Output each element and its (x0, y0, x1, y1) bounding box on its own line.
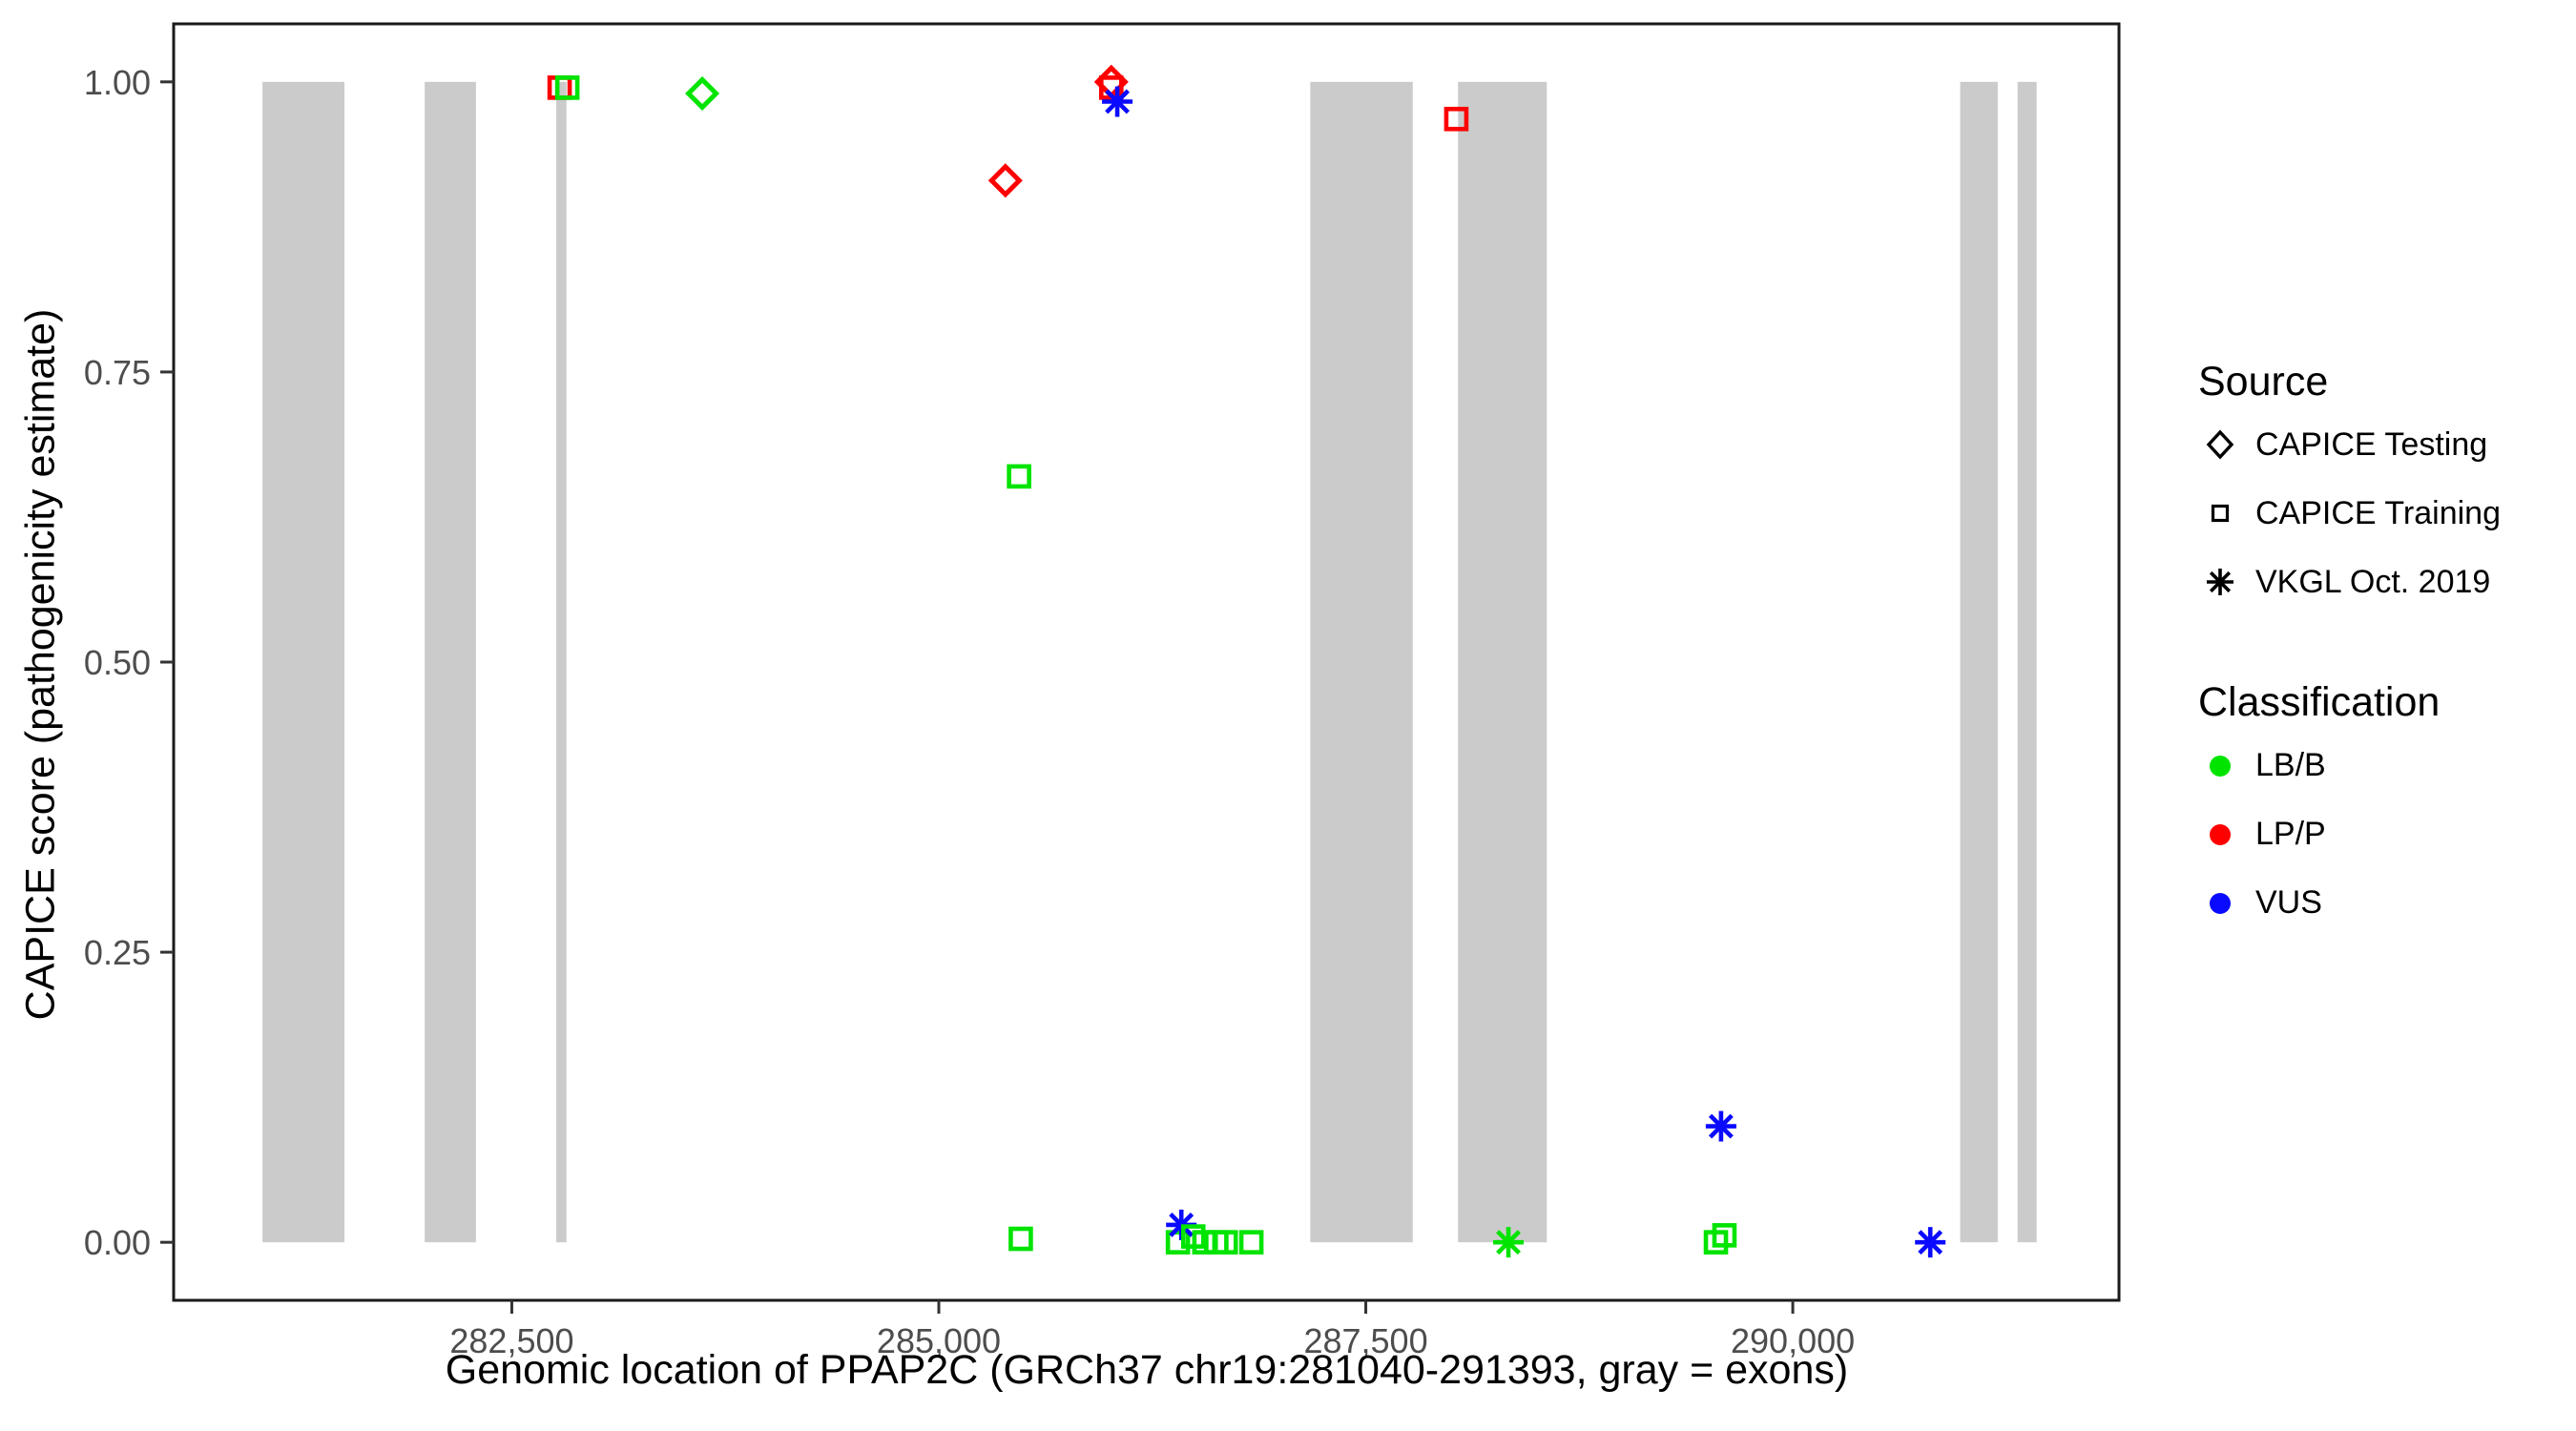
data-point-square (1712, 1223, 1737, 1248)
y-tick-label: 0.50 (84, 643, 151, 682)
y-axis-title: CAPICE score (pathogenicity estimate) (17, 308, 64, 1021)
blue-dot-icon (2198, 881, 2242, 925)
legend-item-label: LP/P (2255, 816, 2326, 853)
x-tick-label: 287,500 (1303, 1321, 1427, 1360)
legend-classification-title: Classification (2198, 679, 2441, 726)
data-point-asterisk (1102, 86, 1133, 117)
data-point-diamond (685, 75, 720, 112)
legend-item-capice-training: CAPICE Training (2198, 479, 2576, 548)
diamond-icon (2198, 423, 2242, 467)
data-point-square (1238, 1230, 1264, 1255)
legend-source-title: Source (2198, 359, 2329, 404)
data-point-square (1007, 464, 1031, 489)
legend-item-vus: VUS (2198, 869, 2576, 938)
y-tick-label: 0.00 (84, 1223, 151, 1262)
data-point-square (1213, 1230, 1238, 1255)
legend-item-lpp: LP/P (2198, 800, 2576, 869)
x-axis-title: Genomic location of PPAP2C (GRCh37 chr19… (445, 1347, 1849, 1393)
data-point-asterisk (1705, 1110, 1736, 1142)
legend-item-label: VKGL Oct. 2019 (2255, 563, 2491, 600)
data-point-diamond (987, 163, 1023, 198)
square-icon (2198, 491, 2242, 535)
legend-source-items: CAPICE Testing CAPICE Training (2198, 410, 2576, 616)
legend-gap (2198, 616, 2576, 679)
data-point-square (1444, 106, 1469, 132)
exon-bar (425, 81, 476, 1243)
y-tick-label: 1.00 (84, 63, 151, 102)
x-tick-label: 290,000 (1731, 1321, 1855, 1360)
legend: Source CAPICE Testing CAPICE Training (2198, 359, 2576, 938)
legend-item-label: CAPICE Testing (2255, 425, 2488, 463)
legend-item-lbb: LB/B (2198, 732, 2576, 800)
data-point-asterisk (1915, 1227, 1946, 1258)
red-dot-icon (2198, 813, 2242, 857)
y-tick-label: 0.25 (84, 933, 151, 972)
data-point-square (554, 75, 580, 100)
legend-item-label: CAPICE Training (2255, 494, 2501, 531)
legend-item-vkgl: VKGL Oct. 2019 (2198, 548, 2576, 616)
legend-classification-items: LB/B LP/P VUS (2198, 732, 2576, 938)
exon-bar (2017, 81, 2037, 1243)
data-point-square (1165, 1230, 1191, 1255)
exon-bar (1458, 81, 1548, 1243)
green-dot-icon (2198, 744, 2242, 788)
exon-bar (1960, 81, 1998, 1243)
legend-item-label: LB/B (2255, 747, 2326, 784)
data-point-asterisk (1493, 1227, 1525, 1258)
legend-item-capice-testing: CAPICE Testing (2198, 410, 2576, 479)
legend-item-label: VUS (2255, 884, 2322, 922)
data-point-square (1008, 1226, 1033, 1252)
asterisk-icon (2198, 560, 2242, 604)
y-tick-label: 0.75 (84, 353, 151, 392)
x-tick-label: 285,000 (877, 1321, 1001, 1360)
x-tick-label: 282,500 (449, 1321, 573, 1360)
exon-bar (555, 81, 567, 1243)
exon-bar (1310, 81, 1413, 1243)
exon-bar (262, 81, 345, 1243)
